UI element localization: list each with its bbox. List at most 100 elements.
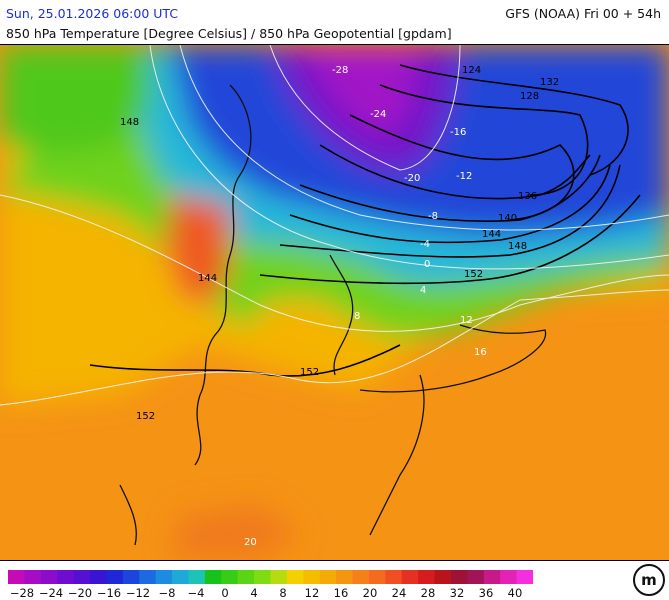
meteo-logo-icon: m: [633, 564, 665, 596]
legend-tick: 16: [333, 586, 349, 600]
legend-tick: −16: [96, 586, 122, 600]
legend-tick: 4: [250, 586, 258, 600]
legend-tick: −24: [38, 586, 64, 600]
legend-tick: 20: [362, 586, 378, 600]
legend-swatch: [286, 570, 304, 584]
contour-152: [259, 194, 641, 285]
legend-tick: 0: [221, 586, 229, 600]
legend-swatch: [401, 570, 419, 584]
legend-swatch: [385, 570, 403, 584]
legend-tick: −12: [125, 586, 151, 600]
contour-144: [289, 164, 611, 244]
label-124: 124: [462, 65, 481, 76]
legend-tick: 36: [478, 586, 494, 600]
contour-140: [299, 154, 601, 222]
legend-tick: 32: [449, 586, 465, 600]
legend-swatch: [24, 570, 42, 584]
label-t-4: 4: [420, 285, 426, 296]
hot-spot: [165, 195, 230, 305]
legend-swatch: [8, 570, 25, 584]
label-148-west: 148: [120, 117, 139, 128]
geopotential-labels: 124 128 132 136 140 144 148 152 144 148 …: [120, 65, 559, 422]
label-128: 128: [520, 91, 539, 102]
legend-swatch: [40, 570, 58, 584]
label-132: 132: [540, 77, 559, 88]
label-t-16: 16: [474, 347, 487, 358]
legend-swatch: [500, 570, 518, 584]
label-152-southwest: 152: [136, 411, 155, 422]
label-t-minus-12: -12: [456, 171, 472, 182]
legend-tick: 40: [507, 586, 523, 600]
label-t-minus-28: -28: [332, 65, 348, 76]
temperature-color-legend: [8, 570, 533, 584]
label-144: 144: [482, 229, 501, 240]
map-subtitle: 850 hPa Temperature [Degree Celsius] / 8…: [6, 26, 452, 41]
legend-tick-labels: −28 −24 −20 −16 −12 −8 −4 0 4 8 12 16 20 24 28 32 36 40: [0, 586, 669, 600]
label-t-minus-24: -24: [370, 109, 386, 120]
taiwan-philippines-coast: [369, 374, 425, 536]
isotherm-8: [0, 194, 669, 332]
legend-swatch: [368, 570, 386, 584]
legend-swatch: [221, 570, 239, 584]
legend-swatch: [319, 570, 337, 584]
legend-tick: −28: [9, 586, 35, 600]
label-t-minus-8: -8: [428, 211, 438, 222]
coastlines: [119, 84, 547, 546]
label-t-minus-16: -16: [450, 127, 466, 138]
label-t-20: 20: [244, 537, 257, 548]
legend-swatch: [106, 570, 124, 584]
label-t-minus-4: -4: [420, 239, 430, 250]
legend-swatch: [73, 570, 91, 584]
china-coast: [194, 84, 252, 466]
legend-swatch: [122, 570, 140, 584]
contour-128: [379, 84, 589, 196]
legend-tick: −8: [158, 586, 176, 600]
forecast-map: 124 128 132 136 140 144 148 152 144 148 …: [0, 44, 669, 561]
korea-coast: [329, 254, 354, 376]
legend-swatch: [303, 570, 321, 584]
label-144-west: 144: [198, 273, 217, 284]
legend-tick: 24: [391, 586, 407, 600]
northwest-green-zone: [0, 45, 150, 155]
legend-swatch: [57, 570, 75, 584]
isotherm-16: [0, 289, 669, 406]
legend-swatch: [434, 570, 452, 584]
legend-swatch: [352, 570, 370, 584]
label-152: 152: [464, 269, 483, 280]
logo-text: m: [641, 571, 657, 589]
legend-swatch: [516, 570, 533, 584]
label-136: 136: [518, 191, 537, 202]
label-t-minus-20: -20: [404, 173, 420, 184]
model-run-label: GFS (NOAA) Fri 00 + 54h: [505, 6, 661, 21]
contour-136: [319, 144, 591, 200]
contour-148: [279, 164, 621, 258]
isotherm-minus-20: [269, 45, 461, 171]
contour-152-south: [89, 344, 401, 377]
label-t-12: 12: [460, 315, 473, 326]
legend-swatch: [336, 570, 354, 584]
label-140: 140: [498, 213, 517, 224]
legend-tick: −20: [67, 586, 93, 600]
legend-swatch: [270, 570, 288, 584]
legend-swatch: [172, 570, 189, 584]
legend-swatch: [90, 570, 107, 584]
legend-swatch: [418, 570, 436, 584]
temperature-labels: -28 -24 -20 -16 -12 -8 -4 0 4 8 12 16 20: [244, 65, 487, 548]
label-152-south: 152: [300, 367, 319, 378]
japan-coast: [359, 324, 547, 393]
south-hot-zone: [170, 505, 300, 560]
temperature-contours: [0, 45, 669, 406]
legend-swatch: [483, 570, 501, 584]
legend-swatch: [467, 570, 485, 584]
label-t-8: 8: [354, 311, 360, 322]
label-t-0: 0: [424, 259, 430, 270]
label-148: 148: [508, 241, 527, 252]
legend-swatch: [450, 570, 468, 584]
legend-swatch: [254, 570, 271, 584]
southeast-asia-coast: [119, 484, 137, 546]
legend-tick: 8: [279, 586, 287, 600]
legend-swatch: [139, 570, 157, 584]
legend-swatch: [204, 570, 222, 584]
legend-tick: 28: [420, 586, 436, 600]
magenta-cold-core: [300, 45, 420, 135]
